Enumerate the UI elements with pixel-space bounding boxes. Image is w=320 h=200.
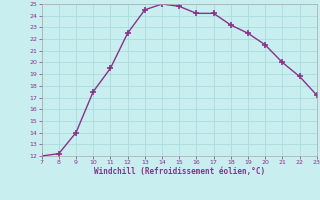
X-axis label: Windchill (Refroidissement éolien,°C): Windchill (Refroidissement éolien,°C) — [94, 167, 265, 176]
